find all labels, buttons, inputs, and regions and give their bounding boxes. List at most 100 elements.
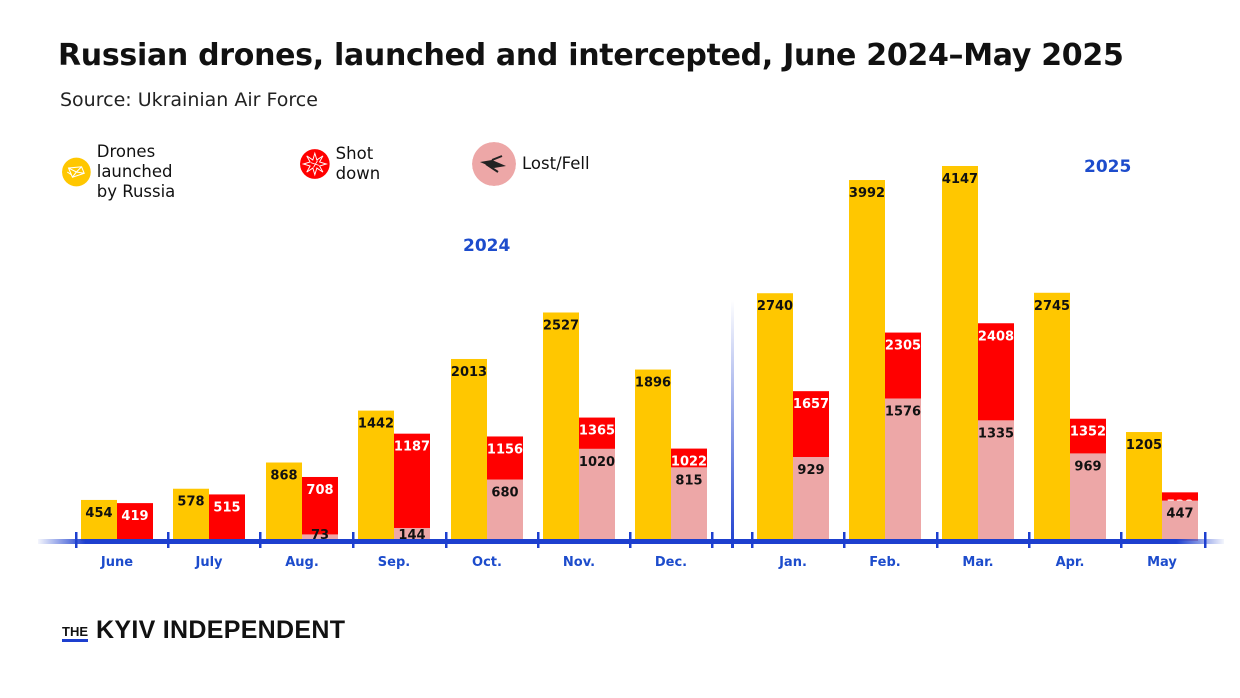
- bar-launched-june: [81, 499, 117, 541]
- tick-label-may: May: [1147, 555, 1177, 570]
- bar-launched-mar: [942, 166, 978, 541]
- label-lost-feb: 1576: [885, 404, 921, 419]
- x-axis-tick-0: [75, 532, 78, 548]
- tick-label-oct: Oct.: [472, 555, 502, 570]
- label-launched-feb: 3992: [849, 186, 885, 201]
- chart-title: Russian drones, launched and intercepted…: [58, 38, 1124, 73]
- tick-label-aug: Aug.: [285, 555, 319, 570]
- x-axis-tick-9: [843, 532, 846, 548]
- drone-icon: [62, 157, 91, 187]
- label-lost-nov: 1020: [579, 455, 615, 470]
- label-lost-jan: 929: [797, 463, 824, 478]
- bar-launched-july: [173, 488, 209, 541]
- tick-label-nov: Nov.: [563, 555, 595, 570]
- legend-label-shot-down: Shot down: [335, 144, 381, 183]
- fallen-drone-icon: [472, 142, 516, 186]
- logo-name: KYIV INDEPENDENT: [96, 616, 346, 644]
- label-launched-sep: 1442: [358, 417, 394, 432]
- bar-lost-feb: [885, 398, 921, 541]
- label-shot-down-july: 515: [213, 500, 240, 515]
- label-shot-down-mar: 2408: [978, 329, 1014, 344]
- year-label-2024: 2024: [463, 236, 511, 256]
- label-shot-down-aug: 708: [306, 483, 333, 498]
- legend-item-shot-down: Shot down: [300, 142, 395, 186]
- label-shot-down-sep: 1187: [394, 440, 430, 455]
- kyiv-independent-logo: THE KYIV INDEPENDENT: [62, 616, 346, 644]
- x-axis-tick-11: [1028, 532, 1031, 548]
- bar-shot-down-sep: [394, 433, 430, 541]
- bar-lost-nov: [579, 448, 615, 541]
- bar-lost-oct: [487, 479, 523, 541]
- label-shot-down-feb: 2305: [885, 339, 921, 354]
- bar-launched-may: [1126, 432, 1162, 541]
- x-axis-tick-7: [711, 532, 714, 548]
- x-axis-tick-10: [936, 532, 939, 548]
- tick-label-apr: Apr.: [1056, 555, 1085, 570]
- label-shot-down-june: 419: [121, 509, 148, 524]
- bar-lost-mar: [978, 420, 1014, 541]
- bar-launched-jan: [757, 293, 793, 541]
- tick-label-dec: Dec.: [655, 555, 687, 570]
- label-lost-may: 447: [1166, 507, 1193, 522]
- label-lost-dec: 815: [675, 473, 702, 488]
- bar-lost-sep: [394, 527, 430, 541]
- tick-label-jan: Jan.: [778, 555, 807, 570]
- bar-launched-sep: [358, 410, 394, 541]
- tick-label-june: June: [100, 555, 133, 570]
- bar-launched-apr: [1034, 292, 1070, 541]
- x-axis-tick-8: [751, 532, 754, 548]
- bar-lost-may: [1162, 500, 1198, 541]
- label-launched-july: 578: [177, 495, 204, 510]
- bar-lost-dec: [671, 467, 707, 541]
- bar-launched-nov: [543, 312, 579, 541]
- x-axis-tick-12: [1120, 532, 1123, 548]
- label-shot-down-nov: 1365: [579, 424, 615, 439]
- label-launched-jan: 2740: [757, 299, 793, 314]
- explosion-icon: [300, 149, 330, 179]
- year-divider: [731, 300, 734, 548]
- logo-the: THE: [62, 625, 88, 642]
- tick-label-feb: Feb.: [869, 555, 900, 570]
- bar-launched-aug: [266, 462, 302, 541]
- x-axis-tick-2: [259, 532, 262, 548]
- bar-launched-feb: [849, 180, 885, 541]
- year-label-2025: 2025: [1084, 157, 1132, 177]
- label-launched-nov: 2527: [543, 318, 579, 333]
- tick-label-sep: Sep.: [378, 555, 410, 570]
- label-lost-apr: 969: [1074, 459, 1101, 474]
- bar-shot-down-june: [117, 503, 153, 541]
- legend-item-launched: Drones launched by Russia: [62, 142, 188, 202]
- label-launched-may: 1205: [1126, 438, 1162, 453]
- x-axis-tick-1: [167, 532, 170, 548]
- bar-launched-dec: [635, 369, 671, 541]
- x-axis-tick-4: [445, 532, 448, 548]
- label-launched-mar: 4147: [942, 172, 978, 187]
- bar-lost-apr: [1070, 453, 1106, 541]
- label-shot-down-oct: 1156: [487, 442, 523, 457]
- label-shot-down-apr: 1352: [1070, 425, 1106, 440]
- tick-label-july: July: [194, 555, 223, 570]
- x-axis-tick-6: [629, 532, 632, 548]
- x-axis-tick-5: [537, 532, 540, 548]
- bar-shot-down-july: [209, 494, 245, 541]
- label-shot-down-jan: 1657: [793, 397, 829, 412]
- tick-label-mar: Mar.: [962, 555, 993, 570]
- label-launched-dec: 1896: [635, 376, 671, 391]
- label-lost-oct: 680: [491, 486, 518, 501]
- bar-shot-down-aug: [302, 476, 338, 541]
- bar-lost-jan: [793, 456, 829, 541]
- label-launched-apr: 2745: [1034, 299, 1070, 314]
- label-launched-oct: 2013: [451, 365, 487, 380]
- chart-source: Source: Ukrainian Air Force: [60, 89, 318, 111]
- label-launched-june: 454: [85, 506, 112, 521]
- label-shot-down-dec: 1022: [671, 455, 707, 470]
- legend-label-lost: Lost/Fell: [522, 154, 590, 173]
- x-axis-tick-3: [352, 532, 355, 548]
- bar-launched-oct: [451, 358, 487, 541]
- legend-label-launched: Drones launched by Russia: [96, 142, 176, 201]
- label-launched-aug: 868: [270, 469, 297, 484]
- x-axis-tick-13: [1204, 532, 1207, 548]
- label-lost-mar: 1335: [978, 426, 1014, 441]
- legend-item-lost: Lost/Fell: [472, 142, 590, 186]
